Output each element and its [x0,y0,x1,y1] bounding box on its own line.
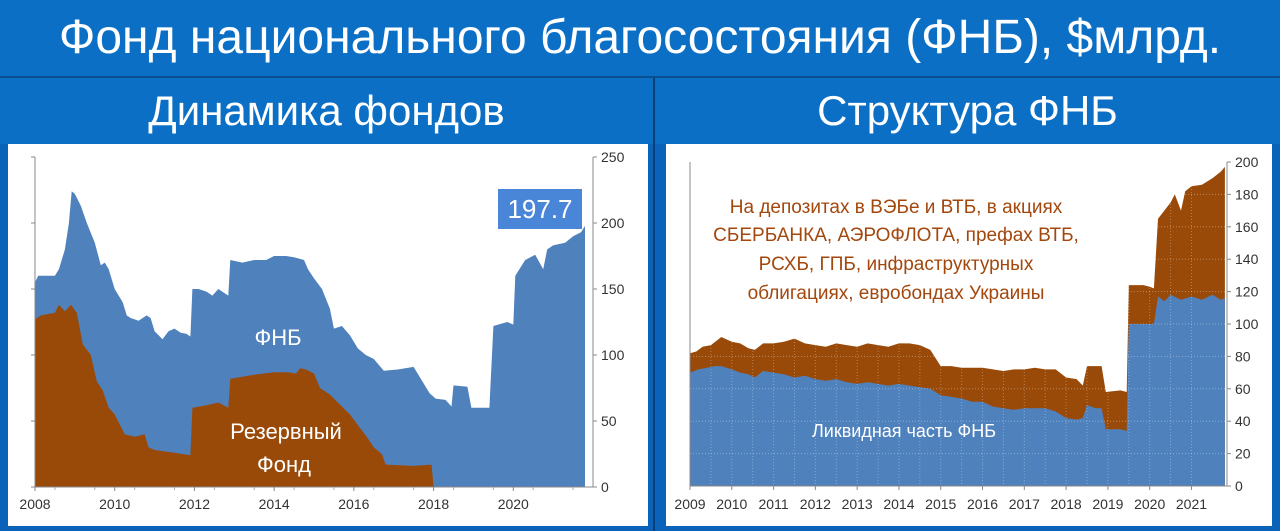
reserve-fund-label: Резервный [230,419,342,444]
y-tick-label: 140 [1235,251,1259,267]
x-tick-label: 2019 [1092,496,1123,512]
annotation-line: облигациях, евробондах Украины [748,283,1045,304]
y-tick-label: 0 [601,479,609,495]
y-tick-label: 120 [1235,284,1259,300]
y-tick-label: 250 [601,149,625,165]
x-tick-label: 2010 [716,496,747,512]
liquid-part-area [690,294,1225,486]
value-callout: 197.7 [507,194,572,224]
x-tick-label: 2014 [883,496,914,512]
y-tick-label: 20 [1235,446,1251,462]
y-tick-label: 0 [1235,478,1243,494]
fnb-structure-svg: 0 20 40 60 80 100 120 140 160 180 200 2009 2010 2011 2… [674,154,1259,512]
fnb-structure-chart: 0 20 40 60 80 100 120 140 160 180 200 2009 2010 2011 2… [666,144,1272,526]
y-tick-label: 150 [601,281,625,297]
y-tick-label: 160 [1235,219,1259,235]
y-tick-label: 50 [601,413,617,429]
fund-dynamics-chart: 0 50 100 150 200 250 2008 2010 2012 2014 2016 2018 2… [8,144,648,526]
x-tick-label: 2016 [967,496,998,512]
y-tick-label: 80 [1235,348,1251,364]
y-tick-label: 40 [1235,413,1251,429]
fund-dynamics-svg: 0 50 100 150 200 250 2008 2010 2012 2014 2016 2018 2… [19,149,625,512]
x-tick-label: 2016 [338,496,369,512]
y-tick-label: 100 [601,347,625,363]
x-tick-label: 2021 [1176,496,1207,512]
x-tick-label: 2010 [99,496,130,512]
fnb-label: ФНБ [254,325,301,350]
x-tick-label: 2009 [674,496,705,512]
x-tick-label: 2014 [259,496,290,512]
x-tick-label: 2020 [498,496,529,512]
y-tick-label: 60 [1235,381,1251,397]
x-tick-label: 2012 [800,496,831,512]
fnb-area [35,191,585,488]
right-panel-title: Структура ФНБ [655,78,1280,144]
reserve-fund-area [35,304,434,487]
x-tick-label: 2008 [19,496,50,512]
y-tick-label: 200 [601,215,625,231]
x-tick-label: 2013 [842,496,873,512]
x-tick-label: 2020 [1134,496,1165,512]
left-panel-title: Динамика фондов [0,78,653,144]
reserve-fund-label: Фонд [257,452,311,477]
y-tick-label: 180 [1235,186,1259,202]
x-tick-label: 2011 [759,496,789,512]
x-tick-label: 2018 [1051,496,1082,512]
annotation-line: На депозитах в ВЭБе и ВТБ, в акциях [730,197,1063,218]
y-tick-label: 100 [1235,316,1259,332]
annotation-line: СБЕРБАНКА, АЭРОФЛОТА, префах ВТБ, [713,225,1079,246]
page-title: Фонд национального благосостояния (ФНБ),… [0,0,1280,78]
x-tick-label: 2017 [1009,496,1040,512]
panel-divider [653,78,655,531]
x-tick-label: 2018 [418,496,449,512]
x-tick-label: 2015 [925,496,956,512]
x-tick-label: 2012 [179,496,210,512]
value-callout-box [498,189,582,229]
liquid-part-label: Ликвидная часть ФНБ [812,421,996,441]
y-tick-label: 200 [1235,154,1259,170]
annotation-line: РСХБ, ГПБ, инфраструктурных [759,254,1034,275]
